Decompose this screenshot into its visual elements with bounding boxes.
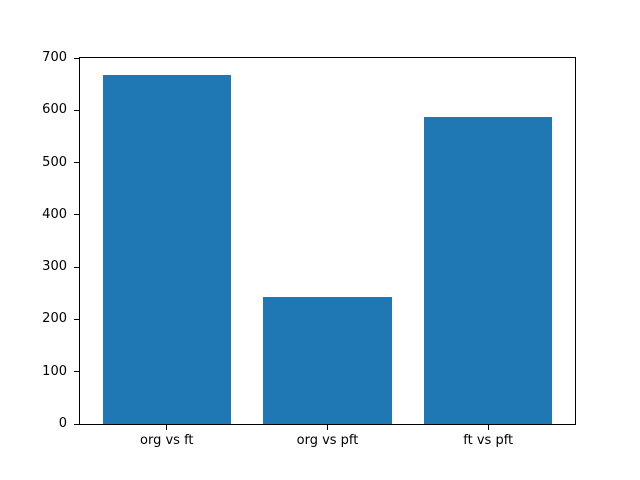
- y-tick-mark: [74, 162, 79, 164]
- x-tick-label: org vs pft: [296, 433, 359, 448]
- y-tick-label: 100: [42, 363, 67, 379]
- x-tick-label: org vs ft: [140, 433, 194, 448]
- bar-org-vs-ft: [102, 74, 232, 424]
- y-tick-mark: [74, 214, 79, 216]
- y-tick-mark: [74, 423, 79, 425]
- x-tick-mark: [327, 425, 328, 430]
- x-tick-label: ft vs pft: [463, 433, 514, 448]
- y-tick-mark: [74, 57, 79, 59]
- y-tick-label: 600: [42, 102, 67, 118]
- y-tick-mark: [74, 109, 79, 111]
- y-tick-label: 300: [42, 259, 67, 275]
- y-tick-label: 700: [42, 50, 67, 65]
- x-tick-mark: [166, 425, 168, 430]
- bar-ft-vs-pft: [423, 116, 553, 424]
- plot-area: 0 100 200 300 400 500 600 700 org vs ft org vs pf…: [42, 50, 576, 448]
- y-tick-mark: [74, 266, 79, 268]
- y-tick-label: 0: [58, 416, 67, 431]
- bar-org-vs-pft: [263, 297, 392, 424]
- y-tick-label: 200: [42, 311, 67, 327]
- y-tick-label: 400: [42, 206, 67, 222]
- y-tick-label: 500: [42, 154, 67, 170]
- y-tick-mark: [74, 318, 79, 320]
- y-tick-mark: [74, 371, 79, 373]
- x-tick-mark: [487, 425, 489, 430]
